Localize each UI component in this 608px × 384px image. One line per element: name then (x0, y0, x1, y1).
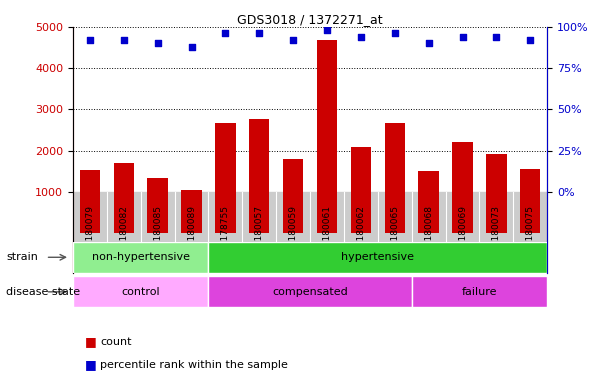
Text: GSM180057: GSM180057 (255, 205, 264, 260)
Text: ■: ■ (85, 358, 97, 371)
Text: hypertensive: hypertensive (341, 252, 414, 262)
Point (187, 44, 196, 50)
Bar (181, 190, 202, 233)
Bar (249, 119, 269, 233)
Text: percentile rank within the sample: percentile rank within the sample (100, 360, 288, 370)
Bar (412, 276, 547, 307)
Text: control: control (122, 287, 160, 297)
Text: GSM180065: GSM180065 (390, 205, 399, 260)
Text: ■: ■ (85, 335, 97, 348)
Bar (418, 171, 439, 233)
Point (424, 40, 434, 46)
Text: compensated: compensated (272, 287, 348, 297)
Text: GSM180061: GSM180061 (322, 205, 331, 260)
Text: GSM180089: GSM180089 (187, 205, 196, 260)
Text: GSM180075: GSM180075 (526, 205, 535, 260)
Bar (148, 178, 168, 233)
Point (322, 27, 332, 33)
Bar (486, 154, 506, 233)
Bar (452, 142, 472, 233)
Point (254, 30, 264, 36)
Bar (209, 276, 412, 307)
Bar (385, 124, 405, 233)
Bar (114, 163, 134, 233)
Text: GSM180082: GSM180082 (119, 205, 128, 260)
Text: failure: failure (461, 287, 497, 297)
Bar (283, 159, 303, 233)
Bar (215, 122, 235, 233)
Point (390, 30, 399, 36)
Text: GSM180079: GSM180079 (85, 205, 94, 260)
Bar (73, 276, 209, 307)
Text: count: count (100, 337, 132, 347)
Text: GSM180085: GSM180085 (153, 205, 162, 260)
Text: GSM180062: GSM180062 (356, 205, 365, 260)
Point (525, 37, 535, 43)
Bar (209, 242, 547, 273)
Text: non-hypertensive: non-hypertensive (92, 252, 190, 262)
Point (356, 34, 366, 40)
Title: GDS3018 / 1372271_at: GDS3018 / 1372271_at (237, 13, 383, 26)
Bar (80, 170, 100, 233)
Point (458, 34, 468, 40)
Text: strain: strain (6, 252, 38, 262)
Bar (317, 40, 337, 233)
Text: GSM178755: GSM178755 (221, 205, 230, 260)
Text: GSM180068: GSM180068 (424, 205, 433, 260)
Bar (351, 147, 371, 233)
Point (85, 37, 95, 43)
Point (119, 37, 129, 43)
Point (288, 37, 298, 43)
Point (221, 30, 230, 36)
Text: GSM180073: GSM180073 (492, 205, 501, 260)
Point (491, 34, 501, 40)
Text: disease state: disease state (6, 287, 80, 297)
Bar (520, 169, 541, 233)
Point (153, 40, 162, 46)
Bar (73, 192, 547, 273)
Text: GSM180069: GSM180069 (458, 205, 467, 260)
Bar (73, 242, 209, 273)
Text: GSM180059: GSM180059 (289, 205, 298, 260)
